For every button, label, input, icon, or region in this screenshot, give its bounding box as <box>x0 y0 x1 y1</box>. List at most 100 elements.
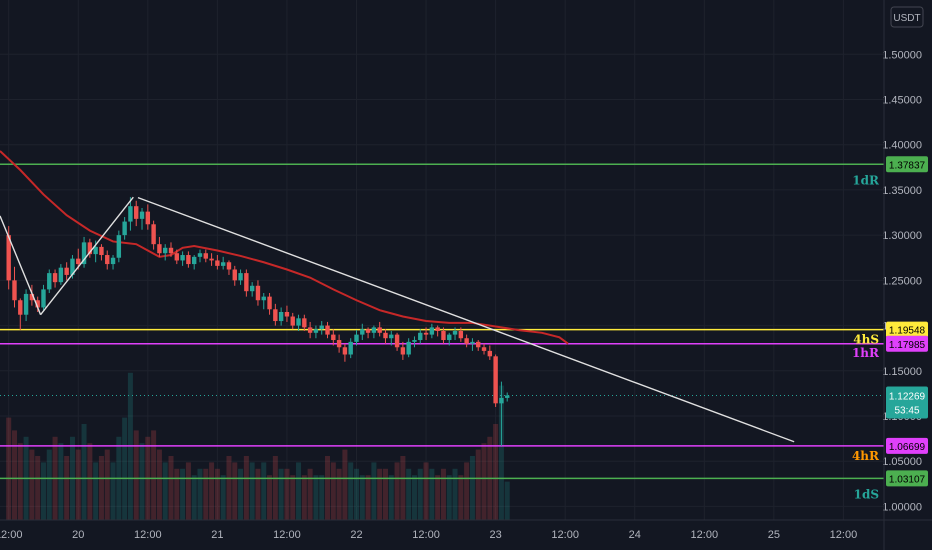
level-name-1hR: 1hR <box>852 346 880 360</box>
candle-body <box>122 221 127 236</box>
volume-bar <box>93 462 99 520</box>
candle-body <box>278 312 284 322</box>
candle-body <box>18 300 23 315</box>
candle-body <box>400 347 406 355</box>
volume-bar <box>75 449 81 520</box>
volume-bar <box>203 468 209 520</box>
volume-bar <box>64 456 70 520</box>
level-price-tag <box>886 321 928 338</box>
volume-bar <box>382 468 388 520</box>
candle-body <box>47 273 52 290</box>
volume-bar <box>151 430 157 520</box>
level-name-1dR: 1dR <box>852 173 880 187</box>
candle-body <box>423 332 429 335</box>
candle-body <box>261 296 266 301</box>
candle-body <box>331 334 336 341</box>
candle-body <box>58 267 64 283</box>
volume-bar <box>290 475 296 520</box>
time-tick-label: 12:00 <box>273 529 301 541</box>
volume-bar <box>307 468 313 520</box>
currency-unit-button[interactable]: USDT <box>890 6 924 28</box>
time-tick-label: 12:00 <box>830 529 858 541</box>
volume-bar <box>139 443 145 520</box>
candle-body <box>296 318 301 326</box>
candle-body <box>76 258 81 265</box>
candle-body <box>499 397 504 404</box>
volume-bar <box>267 475 273 520</box>
volume-bar <box>359 475 365 520</box>
candle-body <box>307 327 313 333</box>
candle-body <box>452 330 458 335</box>
candle-body <box>365 329 371 333</box>
candle-body <box>458 330 464 339</box>
candle-body <box>273 309 278 322</box>
volume-bar <box>122 417 128 520</box>
candle-body <box>220 262 226 266</box>
time-tick-label: 12:00 <box>0 529 22 541</box>
ma-line <box>0 150 569 345</box>
candle-body <box>470 341 475 344</box>
candle-body <box>12 280 17 301</box>
price-tick-label: 1.30000 <box>882 230 922 242</box>
candle-body <box>377 327 382 333</box>
time-tick-label: 20 <box>72 529 84 541</box>
volume-bar <box>17 443 23 520</box>
volume-bar <box>498 385 504 520</box>
current-price-label: 1.12269 <box>889 391 926 402</box>
candle-body <box>128 206 133 222</box>
candle-body <box>139 211 145 219</box>
volume-bar <box>446 475 452 520</box>
time-tick-label: 21 <box>211 529 223 541</box>
volume-bar <box>104 449 110 520</box>
volume-bar <box>458 475 464 520</box>
candle-body <box>290 316 295 326</box>
volume-bar <box>209 462 215 520</box>
level-lines <box>0 163 884 480</box>
volume-bar <box>174 468 180 520</box>
level-price-tag <box>886 470 928 487</box>
candle-body <box>145 211 151 225</box>
volume-bar <box>185 462 191 520</box>
volume-bar <box>348 462 354 520</box>
volume-bar <box>435 475 441 520</box>
volume-bar <box>226 456 232 520</box>
candle-body <box>99 246 104 256</box>
candle-body <box>360 329 365 335</box>
volume-bar <box>411 475 417 520</box>
candle-body <box>319 325 324 330</box>
price-tick-label: 1.00000 <box>882 501 922 513</box>
time-axis-background <box>0 520 884 550</box>
candle-body <box>151 224 156 245</box>
time-tick-label: 23 <box>489 529 501 541</box>
candle-body <box>157 244 162 254</box>
candle-body <box>244 273 249 292</box>
candle-body <box>70 258 75 275</box>
volume-bar <box>469 456 475 520</box>
volume-bar <box>278 468 284 520</box>
candle-body <box>110 257 116 265</box>
candle-body <box>476 341 481 348</box>
volume-bar <box>238 468 244 520</box>
candle-body <box>191 256 197 265</box>
volume-bar <box>377 468 383 520</box>
candle-body <box>325 325 330 335</box>
price-tick-label: 1.05000 <box>882 456 922 468</box>
volume-bar <box>6 417 12 520</box>
volume-bar <box>440 468 446 520</box>
candle-body <box>418 332 423 341</box>
candle-body <box>406 341 411 355</box>
volume-bar <box>156 449 162 520</box>
candle-body <box>493 356 498 404</box>
trendline <box>40 196 134 316</box>
candle-body <box>435 327 440 331</box>
volume-bar <box>429 468 435 520</box>
time-tick-label: 12:00 <box>551 529 579 541</box>
volume-bar <box>232 462 238 520</box>
level-name-1dS: 1dS <box>854 487 879 501</box>
volume-bar <box>133 430 139 520</box>
price-axis[interactable]: 1.000001.050001.100001.150001.200001.250… <box>882 0 932 550</box>
level-price-label: 1.37837 <box>889 160 926 171</box>
